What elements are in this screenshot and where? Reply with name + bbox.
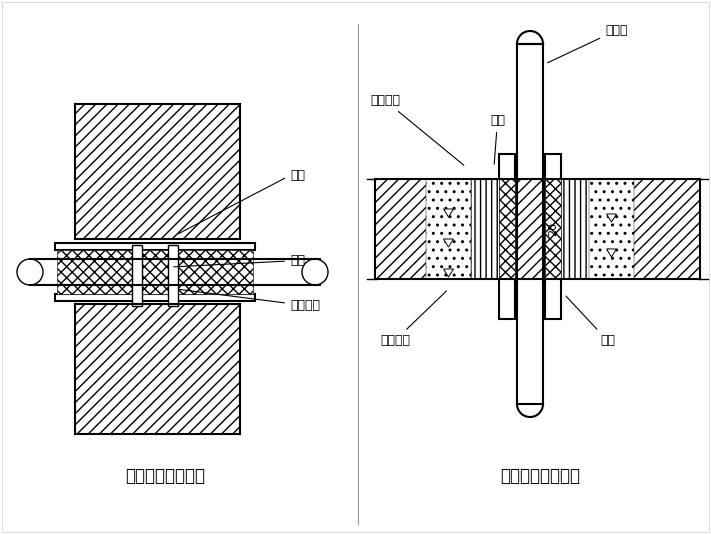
Polygon shape xyxy=(75,304,240,434)
Circle shape xyxy=(17,259,43,285)
Polygon shape xyxy=(545,179,561,279)
Polygon shape xyxy=(561,179,589,279)
Text: 沥青麻刀: 沥青麻刀 xyxy=(370,94,464,165)
Polygon shape xyxy=(471,179,499,279)
Text: 防水套管穿墙做法: 防水套管穿墙做法 xyxy=(125,467,205,485)
Bar xyxy=(55,294,255,301)
Polygon shape xyxy=(444,269,454,277)
Text: 沥青: 沥青 xyxy=(490,114,505,164)
Bar xyxy=(168,245,178,306)
Text: 煤气管: 煤气管 xyxy=(547,24,628,63)
Text: 套管穿楼板的做法: 套管穿楼板的做法 xyxy=(500,467,580,485)
Text: 套管: 套管 xyxy=(566,296,615,347)
Text: 套管: 套管 xyxy=(178,169,305,234)
Text: 水泥砂浆: 水泥砂浆 xyxy=(380,291,447,347)
Bar xyxy=(55,243,255,250)
Bar xyxy=(545,154,561,319)
Polygon shape xyxy=(375,179,700,279)
Bar xyxy=(132,245,142,306)
Polygon shape xyxy=(444,239,454,247)
Polygon shape xyxy=(75,104,240,239)
Polygon shape xyxy=(57,250,253,294)
Polygon shape xyxy=(426,179,471,279)
Circle shape xyxy=(302,259,328,285)
Text: 沥青麻刀: 沥青麻刀 xyxy=(178,289,320,312)
Polygon shape xyxy=(606,214,616,222)
Polygon shape xyxy=(589,179,634,279)
Polygon shape xyxy=(606,249,616,257)
Polygon shape xyxy=(499,179,515,279)
Bar xyxy=(499,154,515,319)
Text: 20: 20 xyxy=(548,222,558,236)
Polygon shape xyxy=(444,209,454,217)
Text: 沥青: 沥青 xyxy=(173,254,305,267)
